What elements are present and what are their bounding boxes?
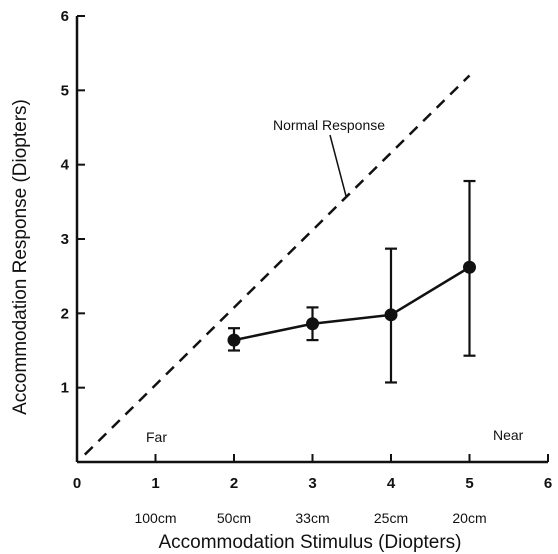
normal-response-line (83, 74, 471, 456)
near-label: Near (493, 427, 524, 443)
axes (75, 16, 548, 464)
x-tick-label: 3 (308, 475, 316, 492)
data-point (463, 260, 476, 274)
ticks: 0 1 2 3 4 5 6 1 2 3 4 5 6 100cm 50cm 33cm 25cm 20cm (61, 8, 553, 526)
distance-label: 50cm (217, 510, 251, 526)
distance-label: 25cm (374, 510, 408, 526)
reference-line-label: Normal Response (273, 117, 385, 133)
y-tick-label: 5 (61, 82, 69, 99)
y-tick-label: 6 (61, 8, 69, 25)
y-tick-label: 4 (61, 157, 70, 174)
distance-label: 33cm (295, 510, 329, 526)
series-group (227, 179, 476, 384)
series-line (233, 266, 471, 342)
data-point (227, 333, 241, 347)
distance-label: 20cm (452, 510, 486, 526)
reference-line-group (83, 74, 471, 456)
x-tick-label: 5 (465, 475, 473, 492)
reference-line-leader (329, 134, 347, 197)
data-point (306, 317, 319, 331)
x-tick-label: 0 (73, 475, 81, 492)
x-axis-title: Accommodation Stimulus (Diopters) (158, 532, 461, 553)
x-tick-label: 4 (387, 475, 396, 492)
distance-label: 100cm (134, 510, 176, 526)
x-tick-label: 6 (544, 475, 552, 492)
y-tick-label: 1 (61, 380, 69, 397)
y-tick-label: 3 (61, 231, 69, 248)
y-tick-label: 2 (61, 305, 69, 322)
far-label: Far (146, 429, 167, 445)
y-axis-title: Accommodation Response (Diopters) (10, 99, 31, 415)
data-point (384, 308, 398, 322)
x-tick-label: 1 (151, 475, 159, 492)
x-tick-label: 2 (230, 475, 238, 492)
